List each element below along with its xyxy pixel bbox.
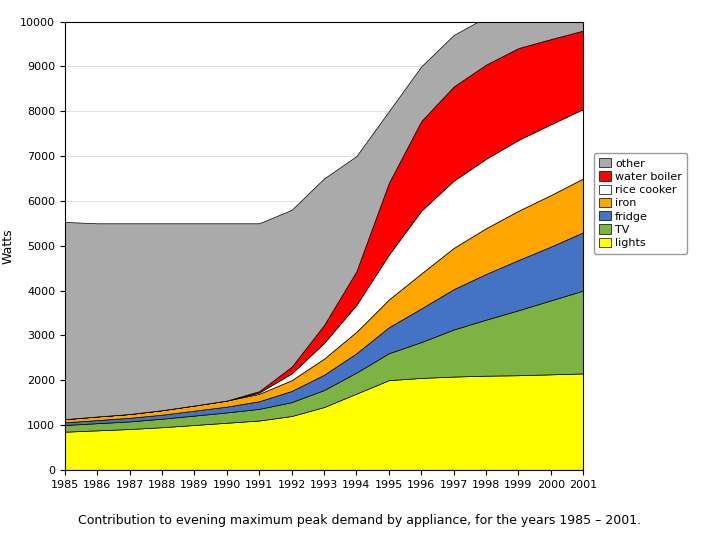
Y-axis label: Watts: Watts — [1, 228, 14, 264]
Text: Contribution to evening maximum peak demand by appliance, for the years 1985 – 2: Contribution to evening maximum peak dem… — [78, 514, 642, 527]
Legend: other, water boiler, rice cooker, iron, fridge, TV, lights: other, water boiler, rice cooker, iron, … — [594, 153, 688, 254]
